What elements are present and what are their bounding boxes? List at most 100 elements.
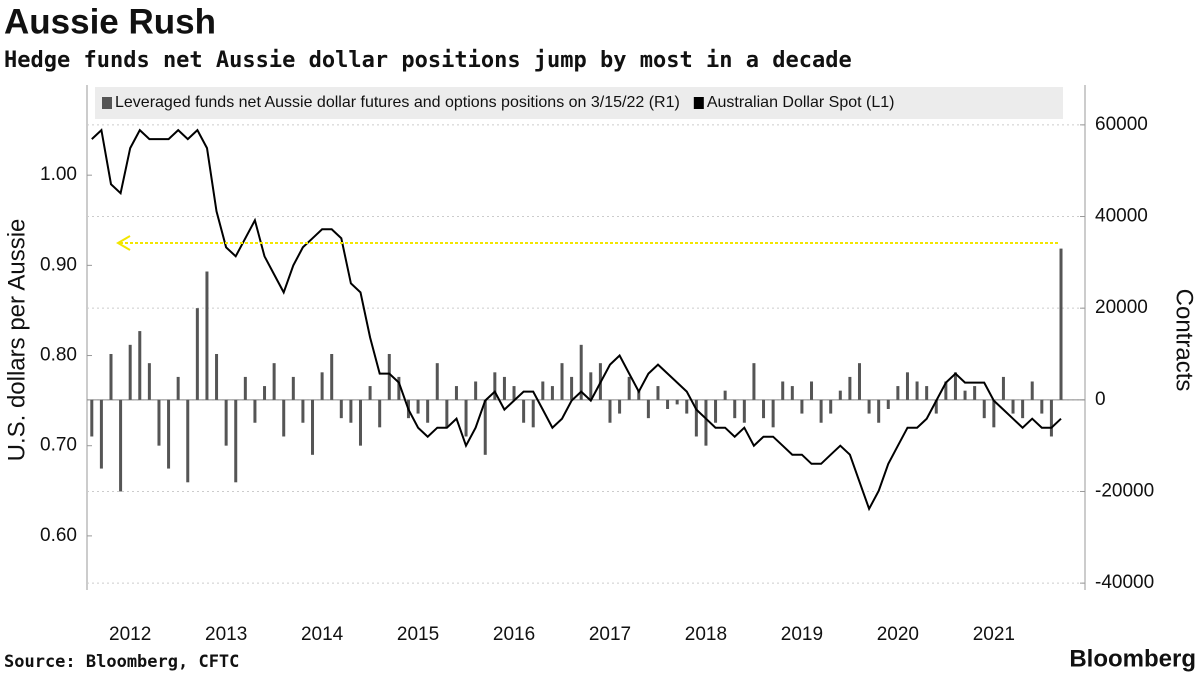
- bar: [1049, 399, 1053, 437]
- bar: [742, 399, 746, 423]
- bar: [176, 376, 180, 400]
- bar: [358, 399, 362, 446]
- bar: [349, 399, 353, 423]
- y2-tick-label: -40000: [1095, 572, 1154, 593]
- x-tick-label: 2016: [493, 624, 535, 645]
- bar: [1021, 399, 1025, 419]
- bar: [579, 344, 583, 400]
- bar: [877, 399, 881, 423]
- bar: [800, 399, 804, 414]
- y-tick-label: 0.60: [40, 525, 77, 546]
- bar: [138, 331, 142, 400]
- bar: [618, 399, 622, 414]
- bar: [522, 399, 526, 423]
- y2-tick-label: 40000: [1095, 206, 1148, 227]
- bar: [550, 386, 554, 400]
- bar: [714, 399, 718, 423]
- x-tick-label: 2021: [973, 624, 1015, 645]
- plot-area: [87, 124, 1085, 584]
- x-tick-label: 2012: [109, 624, 151, 645]
- bar: [99, 399, 103, 469]
- bar: [733, 399, 737, 419]
- x-tick-label: 2020: [877, 624, 919, 645]
- y2-tick-label: 20000: [1095, 297, 1148, 318]
- bar: [445, 399, 449, 428]
- bar: [330, 353, 334, 400]
- x-tick-label: 2018: [685, 624, 727, 645]
- bar: [320, 372, 324, 400]
- bar: [195, 308, 199, 400]
- bar: [464, 399, 468, 437]
- bar: [1001, 376, 1005, 400]
- bar: [752, 363, 756, 400]
- bar: [493, 372, 497, 400]
- bar: [339, 399, 343, 419]
- bar: [848, 376, 852, 400]
- bar: [781, 381, 785, 400]
- bar: [435, 363, 439, 400]
- bar: [90, 399, 94, 437]
- bar: [656, 386, 660, 400]
- bar: [205, 271, 209, 400]
- bar: [531, 399, 535, 428]
- bar: [291, 376, 295, 400]
- bar: [301, 399, 305, 423]
- bar: [186, 399, 190, 483]
- bar: [857, 363, 861, 400]
- bar: [1030, 381, 1034, 400]
- bar: [627, 376, 631, 400]
- bar: [944, 381, 948, 400]
- bar: [474, 381, 478, 400]
- bar: [637, 390, 641, 400]
- bar: [992, 399, 996, 428]
- bar: [982, 399, 986, 419]
- bar: [512, 386, 516, 400]
- bar: [397, 376, 401, 400]
- bar: [925, 386, 929, 400]
- x-tick-label: 2014: [301, 624, 344, 645]
- bar: [215, 353, 219, 400]
- bar: [1011, 399, 1015, 414]
- bar: [454, 386, 458, 400]
- annotation-arrowhead: [116, 235, 131, 251]
- bar: [483, 399, 487, 455]
- y-tick-label: 0.80: [40, 345, 77, 366]
- bar: [311, 399, 315, 455]
- bar: [282, 399, 286, 437]
- line: [91, 128, 1062, 512]
- legend-label: Leveraged funds net Aussie dollar future…: [115, 94, 680, 111]
- bar: [973, 386, 977, 400]
- bar: [570, 376, 574, 400]
- bar: [905, 372, 909, 400]
- bar: [253, 399, 257, 423]
- bar: [378, 399, 382, 428]
- bar: [762, 399, 766, 419]
- chart-subtitle: Hedge funds net Aussie dollar positions …: [4, 48, 852, 73]
- bar: [838, 390, 842, 400]
- y-tick-label: 0.90: [40, 254, 77, 275]
- bar: [263, 386, 267, 400]
- bar: [157, 399, 161, 446]
- bar: [790, 386, 794, 400]
- y-tick-label: 1.00: [40, 164, 77, 185]
- x-tick-label: 2019: [781, 624, 823, 645]
- bar: [810, 381, 814, 400]
- legend-swatch: [102, 97, 112, 109]
- bar: [953, 372, 957, 400]
- bar: [119, 399, 123, 492]
- legend-swatch: [693, 97, 704, 109]
- bar: [819, 399, 823, 423]
- y2-axis-title: Contracts: [1171, 289, 1198, 392]
- y-axis-title: U.S. dollars per Aussie: [3, 219, 30, 462]
- bar: [1059, 248, 1063, 400]
- x-tick-label: 2013: [205, 624, 247, 645]
- bar: [416, 399, 420, 414]
- x-tick-label: 2015: [397, 624, 439, 645]
- bar: [224, 399, 228, 446]
- source: Source: Bloomberg, CFTC: [4, 652, 239, 672]
- bar: [963, 390, 967, 400]
- bar: [128, 344, 132, 400]
- y2-tick-label: -20000: [1095, 480, 1154, 501]
- y2-tick-label: 0: [1095, 389, 1106, 410]
